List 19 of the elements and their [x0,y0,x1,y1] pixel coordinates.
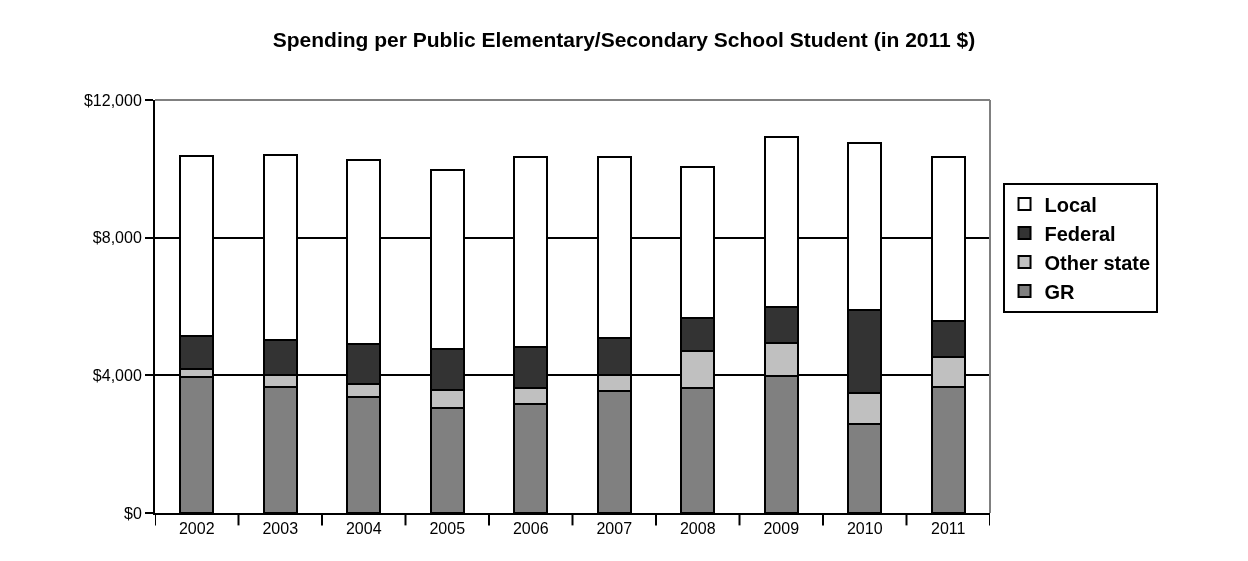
x-tick-label: 2007 [596,520,633,538]
x-tick-label: 2009 [763,520,800,538]
x-tick-label: 2005 [429,520,466,538]
y-tick-label: $4,000 [92,366,142,384]
x-tick-label: 2006 [512,520,549,538]
legend-label: Federal [1044,222,1116,245]
x-tick-label: 2008 [679,520,716,538]
y-tick-label: $0 [124,504,142,522]
legend-label: Local [1044,193,1097,216]
legend-label: Other state [1044,251,1151,274]
x-tick-label: 2011 [931,520,966,538]
y-tick-label: $12,000 [83,91,142,109]
chart-title: Spending per Public Elementary/Secondary School Student (in 2011 $) [272,27,976,51]
x-tick-label: 2004 [345,520,382,538]
x-tick-label: 2002 [178,520,215,538]
legend-label: GR [1044,280,1076,303]
y-tick-label: $8,000 [92,229,142,247]
x-tick-label: 2010 [846,520,883,538]
x-tick-label: 2003 [262,520,299,538]
